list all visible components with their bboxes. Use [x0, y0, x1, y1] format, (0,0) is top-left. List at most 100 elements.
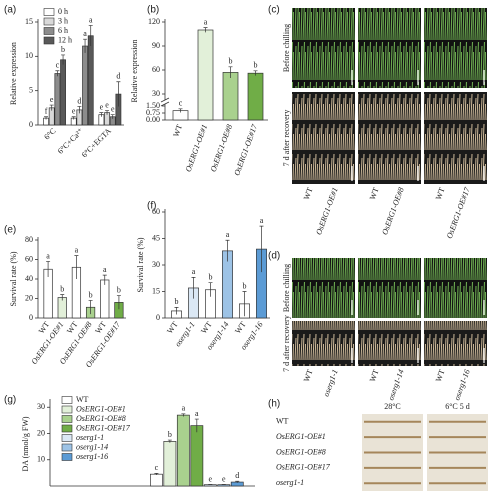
legend-swatch — [43, 36, 55, 45]
significance-letter: b — [229, 57, 233, 66]
legend-label: 3 h — [58, 16, 68, 25]
legend-swatch — [61, 396, 73, 404]
bar — [82, 45, 88, 126]
panel-label: (f) — [147, 201, 156, 212]
column-label: WT — [302, 186, 315, 201]
error-bar — [208, 282, 213, 297]
column-label: WT — [434, 186, 447, 201]
significance-letter: b — [60, 284, 64, 293]
x-tick-label: OsERG1-OE#8 — [209, 123, 234, 173]
y-tick-label: 10 — [37, 455, 45, 464]
significance-letter: a — [75, 245, 79, 254]
y-tick-label: 80 — [25, 235, 33, 244]
legend-label: oserg1-16 — [76, 452, 108, 461]
error-bar — [228, 66, 233, 78]
error-bar — [88, 25, 93, 47]
panel-label: (b) — [147, 5, 159, 16]
y-tick-label: 0 — [29, 313, 33, 322]
error-bar — [178, 108, 183, 113]
error-bar — [259, 225, 264, 273]
y-tick-label: 0 — [156, 313, 160, 322]
error-bar — [46, 261, 51, 278]
significance-letter: e — [222, 474, 226, 483]
significance-letter: f — [45, 107, 48, 116]
photo — [292, 8, 355, 88]
panel-label: (c) — [268, 5, 280, 16]
row-label: oserg1-1 — [276, 478, 304, 487]
y-axis-label: Relative expression — [9, 42, 18, 105]
significance-letter: e — [105, 100, 109, 109]
photo — [424, 92, 487, 184]
significance-letter: e — [111, 105, 115, 114]
y-tick-label: 5 — [29, 85, 33, 94]
row-label: Before chilling — [282, 24, 291, 72]
significance-letter: a — [195, 409, 199, 418]
bar — [57, 297, 67, 319]
significance-letter: b — [243, 281, 247, 290]
column-label: oserg1-1 — [322, 368, 340, 398]
y-axis-label: Relative expression — [130, 40, 139, 103]
y-tick-label: 0 — [29, 120, 33, 129]
photo — [424, 321, 487, 366]
photo — [358, 258, 421, 318]
bar — [87, 35, 94, 126]
significance-letter: b — [117, 285, 121, 294]
panel-label: (a) — [4, 5, 16, 16]
column-label: OsERG1-OE#8 — [380, 186, 405, 236]
significance-letter: c — [56, 61, 60, 70]
column-label: OsERG1-OE#1 — [314, 186, 339, 236]
significance-letter: a — [182, 404, 186, 413]
bar — [176, 414, 190, 487]
error-bar — [203, 27, 208, 33]
error-bar — [77, 106, 82, 114]
error-bar — [194, 418, 199, 433]
error-bar — [44, 116, 49, 120]
photo — [358, 321, 421, 366]
significance-letter: b — [254, 61, 258, 70]
x-tick-label: WT — [199, 320, 214, 335]
significance-letter: b — [61, 45, 65, 54]
error-bar — [167, 439, 172, 443]
significance-letter: a — [226, 230, 230, 239]
legend-label: WT — [76, 395, 89, 404]
error-bar — [225, 239, 230, 262]
legend-swatch — [61, 424, 73, 433]
y-tick-label: 15 — [152, 286, 160, 295]
significance-letter: a — [89, 15, 93, 24]
error-bar — [110, 114, 115, 119]
error-bar — [235, 480, 240, 483]
panel-label: (h) — [268, 399, 280, 410]
x-tick-label: WT — [233, 320, 248, 335]
significance-letter: d — [116, 72, 120, 81]
error-bar — [105, 110, 110, 115]
legend-label: OsERG1-OE#1 — [76, 404, 126, 413]
y-tick-label: 30 — [152, 260, 160, 269]
y-tick-label: 30 — [152, 89, 160, 98]
y-tick-label: 40 — [25, 274, 33, 283]
x-tick-label: OsERG1-OE#1 — [184, 123, 209, 173]
error-bar — [83, 38, 88, 53]
legend-label: oserg1-14 — [76, 442, 108, 451]
legend-label: OsERG1-OE#8 — [76, 414, 126, 423]
significance-letter: d — [235, 471, 239, 480]
column-label: WT — [434, 368, 447, 383]
y-tick-label: 10 — [25, 51, 33, 60]
legend-swatch — [43, 27, 55, 35]
y-tick-label: 30 — [37, 402, 45, 411]
significance-letter: e — [100, 102, 104, 111]
error-bar — [191, 277, 196, 299]
significance-letter: c — [179, 99, 183, 108]
error-bar — [60, 294, 65, 301]
significance-letter: a — [192, 267, 196, 276]
axis-break-mark — [160, 97, 170, 107]
panel-label: (e) — [4, 225, 16, 236]
row-label: 7 d after recovery — [282, 110, 291, 167]
error-bar — [253, 70, 258, 76]
significance-letter: a — [260, 216, 264, 225]
row-label: OsERG1-OE#8 — [276, 447, 326, 456]
bar — [247, 72, 264, 121]
y-axis-label: Survival rate (%) — [136, 237, 145, 292]
significance-letter: c — [155, 463, 159, 472]
x-tick-label: 6°C — [42, 126, 57, 141]
legend-label: OsERG1-OE#17 — [76, 423, 131, 432]
